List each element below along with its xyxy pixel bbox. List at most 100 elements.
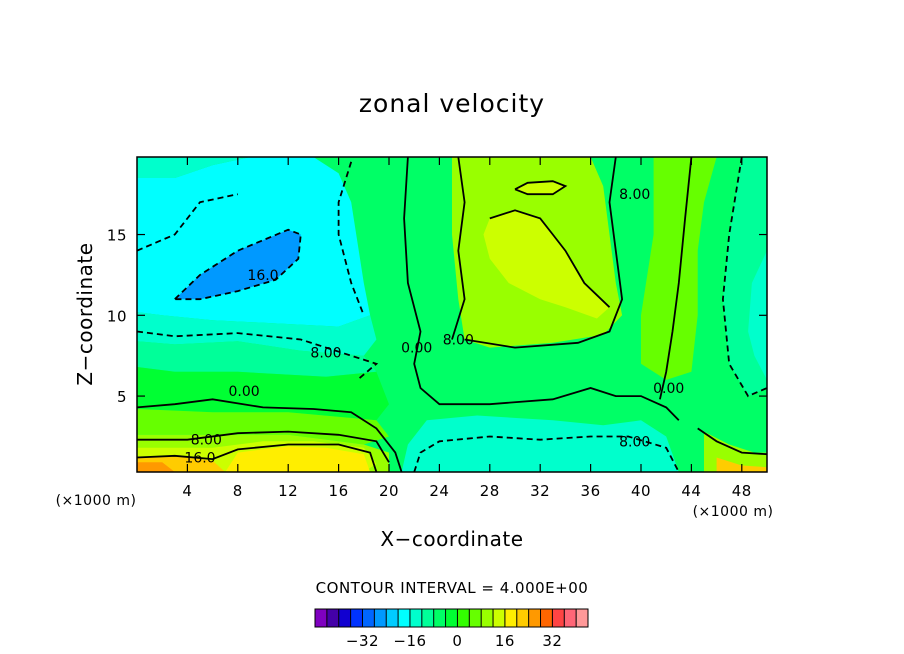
x-tick-label: 44: [681, 482, 701, 500]
yellow-green-core: [483, 210, 610, 319]
colorbar-swatch: [576, 609, 589, 627]
x-tick-label: 8: [233, 482, 243, 500]
dashed-contour-upper-left: [136, 193, 238, 252]
yellow-green-oval: [515, 181, 566, 195]
x-tick-label: 32: [530, 482, 550, 500]
contour-label: 8.00: [443, 333, 474, 349]
colorbar-swatch: [493, 609, 506, 627]
x-axis-ticks: 4 8 12 16 20 24 28 32 36 40 44 48: [182, 157, 751, 500]
colorbar-tick-label: −32: [346, 632, 379, 650]
colorbar-swatch: [374, 609, 387, 627]
colorbar-swatch: [315, 609, 328, 627]
light-cyan-right: [748, 250, 767, 380]
x-tick-label: 16: [329, 482, 349, 500]
contour-label: 16.0: [247, 268, 278, 284]
blue-region: [174, 229, 301, 300]
y-tick-label: 10: [107, 307, 127, 325]
contour-interval-text: CONTOUR INTERVAL = 4.000E+00: [316, 579, 589, 597]
y-axis-ticks: 5 10 15: [107, 227, 767, 406]
colorbar-tick-label: 0: [452, 632, 462, 650]
x-tick-label: 4: [182, 482, 192, 500]
light-cyan-lower: [401, 415, 679, 472]
positive-contour-oval: [514, 180, 568, 196]
colorbar-swatch: [398, 609, 411, 627]
colorbar-swatch: [457, 609, 470, 627]
colorbar-swatch: [350, 609, 363, 627]
contour-fill: [137, 157, 767, 472]
colorbar-swatch: [433, 609, 446, 627]
colorbar-swatch: [326, 609, 340, 627]
colorbar-swatch: [564, 609, 577, 627]
x-tick-label: 48: [732, 482, 752, 500]
colorbar-tick-label: −16: [393, 632, 426, 650]
colorbar-tick-label: 32: [542, 632, 562, 650]
colorbar-tick-label: 16: [495, 632, 515, 650]
colorbar-swatch: [481, 609, 494, 627]
colorbar-swatch: [386, 609, 399, 627]
x-tick-label: 24: [429, 482, 449, 500]
zero-contour-right: [659, 156, 693, 400]
contour-label: 16.0: [184, 450, 215, 466]
positive-contour-core: [489, 209, 611, 308]
x-tick-label: 40: [631, 482, 651, 500]
contour-label: 8.00: [619, 187, 650, 203]
contour-label: 0.00: [653, 381, 684, 397]
dashed-contour-blue: [174, 228, 302, 301]
colorbar-frame: [314, 608, 589, 628]
chart-title: zonal velocity: [359, 89, 545, 118]
z-axis-unit: (×1000 m): [56, 493, 137, 509]
yellow-lower: [225, 446, 371, 472]
x-axis-label: X−coordinate: [380, 527, 523, 551]
contour-label: 8.00: [191, 433, 222, 449]
lime-band: [137, 409, 389, 445]
x-tick-label: 36: [581, 482, 601, 500]
y-tick-label: 5: [117, 388, 127, 406]
positive-contour-middle: [451, 156, 466, 340]
contour-label: 8.00: [310, 345, 341, 361]
contour-label: 0.00: [229, 384, 260, 400]
colorbar: [314, 608, 589, 628]
colorbar-ticks: −32 −16 0 16 32: [346, 632, 562, 650]
y-axis-label: Z−coordinate: [73, 242, 97, 385]
colorbar-swatch: [504, 609, 518, 627]
contour-label: 8.00: [619, 434, 650, 450]
dark-orange-lower: [137, 462, 175, 472]
positive-contour-lower-left: [137, 430, 390, 463]
dashed-contour-right: [721, 156, 768, 398]
aqua-band: [137, 341, 377, 377]
x-tick-label: 28: [480, 482, 500, 500]
zero-contour-middle: [403, 156, 680, 421]
dashed-contour-lower: [413, 435, 680, 473]
colorbar-swatch: [516, 609, 529, 627]
positive-contour-16-left: [136, 443, 378, 473]
colorbar-swatch: [409, 609, 423, 627]
colorbar-swatch: [552, 609, 565, 627]
colorbar-swatch: [362, 609, 375, 627]
cyan-region: [137, 157, 371, 327]
contour-lines: [136, 156, 768, 473]
positive-contour-upper-right: [464, 156, 624, 349]
lime-right: [641, 157, 717, 380]
colorbar-swatch: [528, 609, 541, 627]
colorbar-swatch: [469, 609, 482, 627]
colorbar-swatch: [421, 609, 434, 627]
orange-lower-right: [716, 457, 767, 472]
x-tick-label: 20: [379, 482, 399, 500]
y-tick-label: 15: [107, 227, 127, 245]
light-cyan-top: [137, 157, 251, 178]
colorbar-swatch: [445, 609, 458, 627]
dashed-contour-middle-left: [136, 330, 379, 381]
x-tick-label: 12: [278, 482, 298, 500]
contour-label: 0.00: [401, 341, 432, 357]
green-band: [137, 367, 389, 421]
positive-contour-lower-right: [697, 427, 768, 456]
colorbar-swatch: [540, 609, 553, 627]
colorbar-swatch: [338, 609, 351, 627]
dashed-contour-upper-middle: [337, 161, 365, 316]
plot-frame: [136, 156, 768, 473]
x-axis-unit: (×1000 m): [693, 504, 774, 520]
zero-contour-left: [136, 398, 403, 473]
